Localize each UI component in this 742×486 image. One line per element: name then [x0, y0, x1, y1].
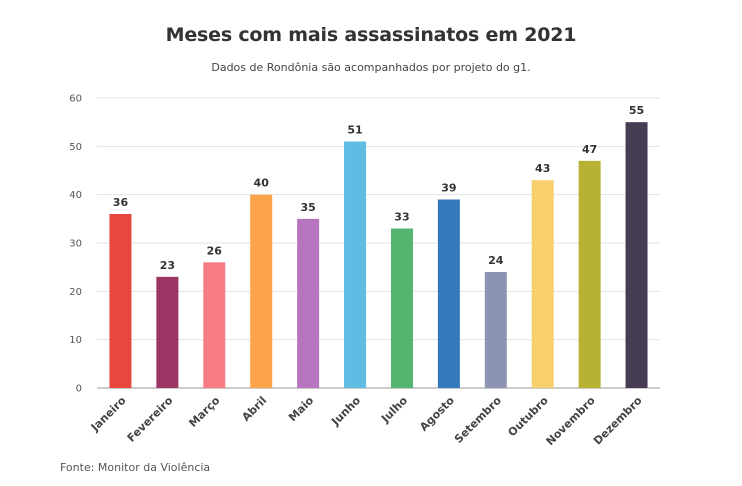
- data-label: 24: [488, 254, 504, 267]
- data-label: 36: [113, 196, 129, 209]
- y-tick-label: 50: [69, 142, 82, 153]
- bar-fevereiro: [156, 276, 179, 388]
- data-label: 35: [300, 201, 315, 214]
- y-tick-label: 30: [69, 239, 82, 250]
- data-label: 39: [441, 182, 456, 195]
- x-category-label: Novembro: [543, 394, 598, 449]
- bar-julho: [390, 228, 413, 388]
- bar-junho: [344, 141, 367, 388]
- y-tick-label: 40: [69, 190, 82, 201]
- chart-source: Fonte: Monitor da Violência: [60, 461, 211, 474]
- bar-novembro: [578, 160, 601, 388]
- bar-agosto: [437, 199, 460, 388]
- x-category-label: Junho: [328, 394, 363, 429]
- chart-title: Meses com mais assassinatos em 2021: [165, 24, 577, 46]
- data-label: 51: [347, 124, 362, 137]
- data-labels: 36 23 26 40 35 51 33 39 24 43 47 55: [113, 104, 644, 272]
- data-label: 23: [160, 259, 175, 272]
- bars: [109, 122, 648, 389]
- bar-setembro: [484, 272, 507, 388]
- data-label: 43: [535, 162, 550, 175]
- x-category-label: Agosto: [417, 394, 457, 434]
- data-label: 55: [629, 104, 644, 117]
- x-category-label: Dezembro: [591, 394, 645, 448]
- y-axis-ticks: 0 10 20 30 40 50 60: [69, 94, 82, 395]
- x-category-label: Outubro: [505, 394, 551, 440]
- data-label: 33: [394, 211, 409, 224]
- x-category-label: Setembro: [452, 394, 504, 446]
- bar-abril: [250, 194, 273, 388]
- y-tick-label: 0: [76, 384, 82, 395]
- grid-lines: [97, 97, 660, 389]
- x-category-label: Março: [186, 394, 222, 430]
- data-label: 47: [582, 143, 597, 156]
- x-category-label: Fevereiro: [125, 394, 176, 445]
- bar-janeiro: [109, 214, 132, 388]
- data-label: 26: [207, 244, 223, 257]
- bar-outubro: [531, 180, 554, 388]
- chart-subtitle: Dados de Rondônia são acompanhados por p…: [211, 61, 531, 74]
- data-label: 40: [254, 177, 270, 190]
- x-category-label: Janeiro: [88, 394, 129, 435]
- x-category-label: Abril: [239, 394, 269, 424]
- y-tick-label: 60: [69, 94, 82, 105]
- y-tick-label: 20: [69, 287, 82, 298]
- x-category-label: Maio: [286, 394, 317, 425]
- y-tick-label: 10: [69, 335, 82, 346]
- bar-março: [203, 262, 226, 388]
- x-category-label: Julho: [378, 394, 410, 426]
- bar-maio: [297, 218, 320, 388]
- bar-dezembro: [625, 122, 648, 389]
